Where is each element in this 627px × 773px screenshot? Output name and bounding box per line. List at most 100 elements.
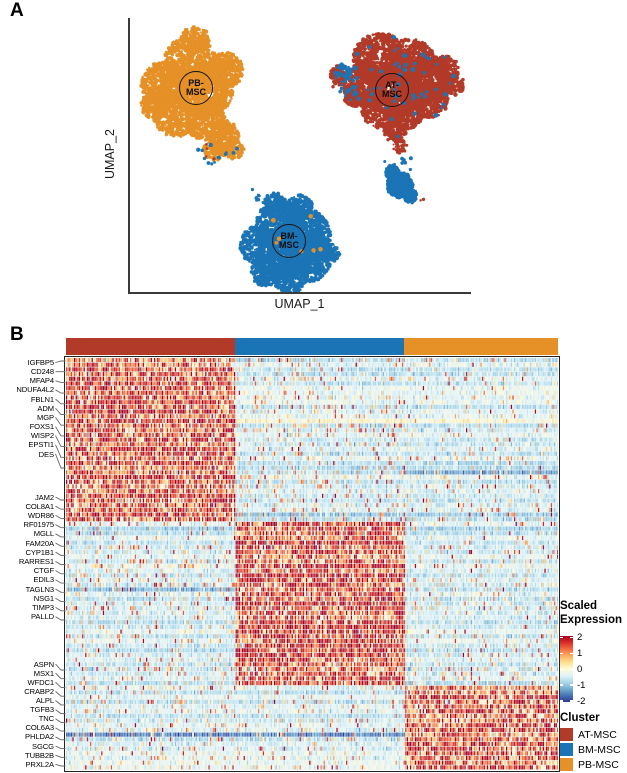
gene-label-IGFBP5: IGFBP5 [27,358,55,367]
gene-leader-line-MGP [55,417,66,426]
gene-leader-line-EDIL3 [55,579,66,584]
cluster-label-AT-MSC: AT- MSC [375,73,409,107]
gene-leader-line-FOXS1 [55,426,66,437]
gene-label-CYP1B1: CYP1B1 [25,547,54,557]
gene-label-TAGLN3: TAGLN3 [25,584,54,594]
gene-leader-line-JAM2 [55,496,66,501]
gene-leader-line-TNC [55,718,66,723]
gene-leader-line-MFAP4 [55,380,66,383]
gene-leader-line-EPSTI1 [55,444,66,458]
gene-leader-line-RF01975 [55,524,66,529]
gene-leader-line-ASPN [55,663,66,671]
gene-label-MSX1: MSX1 [33,668,54,678]
colorbar-tick-mark [560,700,563,702]
gene-leader-line-IGFBP5 [55,360,66,363]
gene-label-PALLD: PALLD [31,612,54,622]
colorbar-tick-mark [560,668,563,670]
gene-leader-line-ALPL [55,700,66,706]
gene-leader-line-WFDC1 [55,681,66,688]
gene-leader-line-TIMP3 [55,607,66,612]
gene-label-FOXS1: FOXS1 [29,422,55,432]
gene-label-MGP: MGP [37,412,54,422]
cluster-legend-label-BM-MSC: BM-MSC [578,743,621,756]
colorbar-tick-mark [570,700,573,702]
gene-leader-lines [55,360,66,767]
gene-label-ALPL: ALPL [35,695,54,705]
gene-label-CRABP2: CRABP2 [24,686,54,696]
colorbar-tick-mark [570,636,573,639]
umap-y-axis-label: UMAP_2 [103,128,117,180]
gene-label-FAM20A: FAM20A [25,538,54,548]
gene-leader-line-PRXL2A [55,763,66,767]
scale-colorbar [560,636,573,702]
gene-label-COL6A3: COL6A3 [25,723,54,733]
gene-label-WDR86: WDR86 [27,510,54,520]
gene-leader-line-MSX1 [55,672,66,680]
cluster-legend-swatch-PB-MSC [560,758,573,772]
colorbar-tick-mark [570,668,573,670]
gene-label-NSG1: NSG1 [33,593,54,603]
heatmap-annotation-BM-MSC [235,338,404,355]
gene-leader-line-FBLN1 [55,398,66,405]
gene-label-NDUFA4L2: NDUFA4L2 [16,385,54,395]
gene-label-ADM: ADM [37,403,54,413]
umap-x-axis-line [128,292,471,294]
gene-label-WISP2: WISP2 [30,431,54,441]
scale-legend-title-line1: Scaled [560,600,598,612]
colorbar-tick-mark [560,684,563,686]
umap-cluster-labels-overlay: PB- MSC AT- MSC BM- MSC [129,18,470,293]
heatmap-annotation-PB-MSC [404,338,558,355]
gene-leader-line-NSG1 [55,597,66,602]
heatmap-annotation-AT-MSC [66,338,235,355]
cluster-legend-title: Cluster [560,712,600,724]
colorbar-tick-mark [570,652,573,655]
gene-leader-line-PHLDA2 [55,736,66,741]
gene-leader-line-TGFB3 [55,709,66,715]
gene-leader-line-PALLD [55,616,66,621]
gene-label-MFAP4: MFAP4 [29,376,55,386]
gene-leader-line-TUBB2B [55,754,66,758]
cluster-legend-swatch-BM-MSC [560,743,573,757]
colorbar-tick-label-0: 0 [577,663,583,675]
gene-leader-line-COL8A1 [55,505,66,510]
gene-label-DES: DES [38,449,54,459]
gene-leader-line-WDR86 [55,515,66,519]
gene-leader-line-SGCG [55,745,66,749]
umap-plot-area: PB- MSC AT- MSC BM- MSC [129,18,470,293]
gene-leader-line-MGLL [55,533,66,538]
gene-leader-line-CRABP2 [55,691,66,697]
colorbar-tick-label--2: -2 [577,695,586,707]
gene-leader-line-TAGLN3 [55,588,66,593]
gene-label-WFDC1: WFDC1 [27,677,55,687]
cluster-legend-label-AT-MSC: AT-MSC [578,728,617,741]
gene-label-JAM2: JAM2 [34,492,54,502]
gene-label-RARRES1: RARRES1 [18,556,54,566]
cluster-label-BM-MSC: BM- MSC [272,224,306,258]
gene-leader-line-COL6A3 [55,727,66,732]
cluster-label-PB-MSC: PB- MSC [179,71,213,105]
gene-label-MGLL: MGLL [33,529,54,539]
gene-leader-line-NDUFA4L2 [55,389,66,394]
gene-label-SGCG: SGCG [32,741,54,751]
gene-label-PRXL2A: PRXL2A [25,759,54,769]
cluster-label-text: BM- MSC [279,230,299,250]
gene-label-COL8A1: COL8A1 [25,501,54,511]
gene-label-EDIL3: EDIL3 [33,575,54,585]
gene-label-TUBB2B: TUBB2B [25,750,54,760]
gene-leader-line-RARRES1 [55,561,66,566]
panel-b-label: B [10,324,24,345]
gene-leader-line-CTGF [55,570,66,575]
gene-label-TNC: TNC [38,714,54,724]
cluster-legend-swatch-AT-MSC [560,728,573,741]
umap-x-axis-label: UMAP_1 [274,297,325,311]
gene-leader-line-DES [55,453,66,469]
colorbar-tick-label-2: 2 [577,632,583,643]
gene-leader-line-WISP2 [55,435,66,448]
colorbar-tick-mark [570,684,573,686]
gene-label-TGFB3: TGFB3 [30,705,54,715]
cluster-label-text: PB- MSC [186,77,206,97]
colorbar-tick-mark [560,636,563,639]
gene-label-CTGF: CTGF [33,566,54,576]
gene-label-PHLDA2: PHLDA2 [25,732,54,742]
